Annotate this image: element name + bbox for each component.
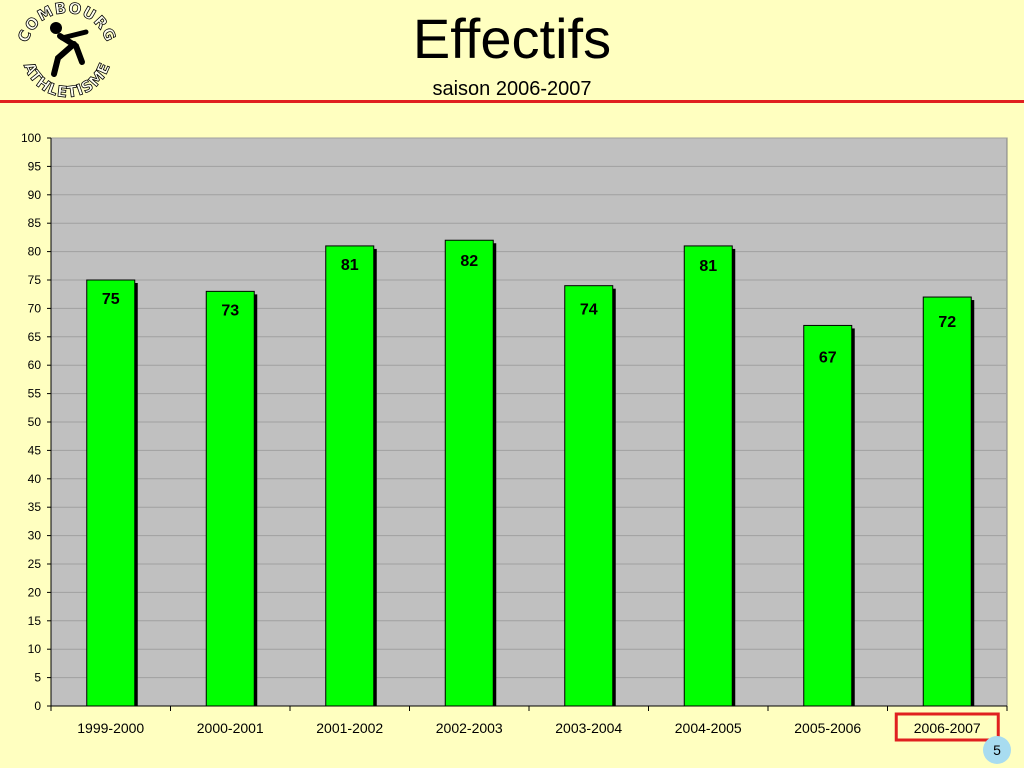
x-tick-label: 1999-2000 bbox=[77, 720, 144, 736]
bar-2001-2002 bbox=[325, 245, 375, 707]
x-tick-label: 2000-2001 bbox=[197, 720, 264, 736]
y-axis-ticks: 0 5 10 15 20 25 30 35 40 45 50 55 60 65 70 75 80 85 90 95 10… bbox=[21, 131, 51, 713]
data-label: 73 bbox=[221, 302, 239, 319]
data-label: 74 bbox=[580, 302, 598, 319]
y-tick-label: 55 bbox=[28, 387, 42, 401]
slide-subtitle: saison 2006-2007 bbox=[432, 78, 592, 100]
bar-2006-2007 bbox=[922, 296, 972, 707]
page-number-badge: 5 bbox=[983, 736, 1011, 764]
y-tick-label: 75 bbox=[28, 273, 42, 287]
y-tick-label: 0 bbox=[34, 699, 41, 713]
y-tick-label: 45 bbox=[28, 443, 42, 457]
y-tick-label: 20 bbox=[28, 585, 42, 599]
y-tick-label: 65 bbox=[28, 330, 42, 344]
y-tick-label: 80 bbox=[28, 245, 42, 259]
y-tick-label: 70 bbox=[28, 301, 42, 315]
y-tick-label: 100 bbox=[21, 131, 41, 145]
title-divider bbox=[0, 100, 1024, 103]
x-tick-label: 2005-2006 bbox=[794, 720, 861, 736]
data-label: 82 bbox=[460, 253, 478, 270]
bar-2004-2005 bbox=[683, 245, 733, 707]
x-tick-label: 2003-2004 bbox=[555, 720, 622, 736]
x-tick-label: 2001-2002 bbox=[316, 720, 383, 736]
y-tick-label: 95 bbox=[28, 159, 42, 173]
bar-2000-2001 bbox=[205, 290, 255, 707]
y-tick-label: 90 bbox=[28, 188, 42, 202]
combourg-athletisme-logo: COMBOURG ATHLETISME bbox=[14, 2, 119, 98]
data-labels: 75 73 81 82 74 81 67 72 bbox=[102, 253, 956, 366]
data-label: 81 bbox=[699, 258, 717, 275]
x-tick-label: 2004-2005 bbox=[675, 720, 742, 736]
data-label: 67 bbox=[819, 349, 837, 366]
y-tick-label: 15 bbox=[28, 614, 42, 628]
y-tick-label: 85 bbox=[28, 216, 42, 230]
bar-1999-2000 bbox=[86, 279, 136, 707]
y-tick-label: 10 bbox=[28, 642, 42, 656]
x-tick-label: 2006-2007 bbox=[914, 720, 981, 736]
y-tick-label: 5 bbox=[34, 671, 41, 685]
highlight-box bbox=[894, 712, 1000, 742]
y-tick-label: 25 bbox=[28, 557, 42, 571]
y-tick-label: 30 bbox=[28, 529, 42, 543]
bar-2003-2004 bbox=[564, 285, 614, 707]
bar-2005-2006 bbox=[803, 324, 853, 707]
y-tick-label: 60 bbox=[28, 358, 42, 372]
y-tick-label: 40 bbox=[28, 472, 42, 486]
x-tick-label: 2002-2003 bbox=[436, 720, 503, 736]
data-label: 75 bbox=[102, 291, 120, 308]
bar-2002-2003 bbox=[444, 239, 494, 707]
y-tick-label: 50 bbox=[28, 415, 42, 429]
data-label: 72 bbox=[938, 314, 956, 331]
x-axis-ticks: 1999-2000 2000-2001 2001-2002 2002-2003 2003… bbox=[50, 706, 1008, 742]
bars bbox=[86, 239, 975, 707]
y-tick-label: 35 bbox=[28, 500, 42, 514]
slide-title: Effectifs bbox=[412, 7, 612, 70]
data-label: 81 bbox=[341, 257, 359, 274]
